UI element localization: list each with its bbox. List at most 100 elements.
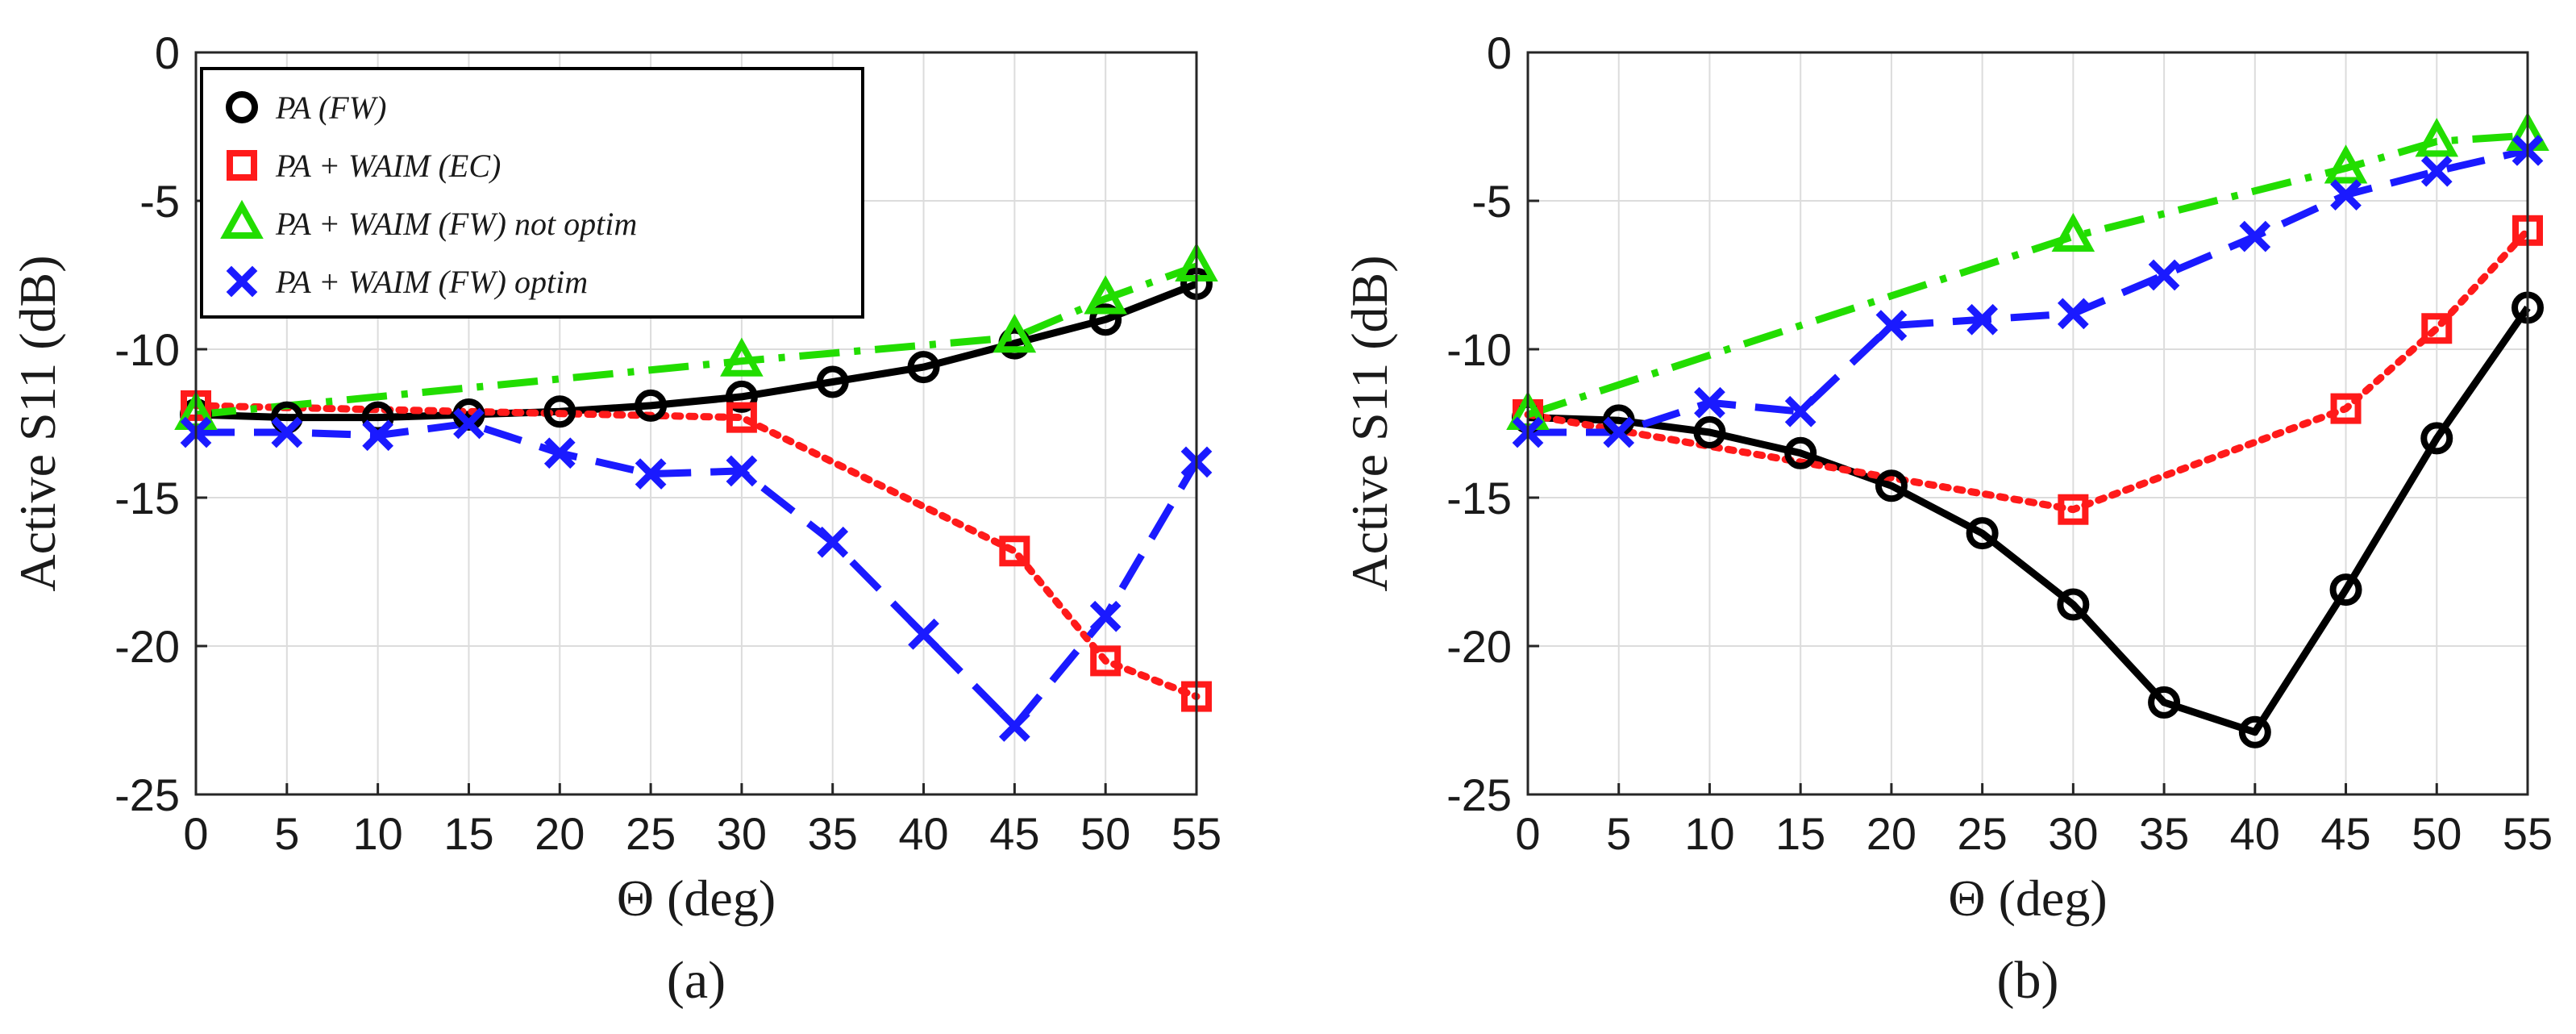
data-point-series-4 bbox=[998, 710, 1030, 742]
series-line-2 bbox=[1524, 227, 2532, 514]
data-point-series-4 bbox=[726, 455, 758, 487]
axes-box bbox=[1526, 51, 2529, 796]
y-tick-label: -15 bbox=[114, 473, 180, 523]
data-point-series-1 bbox=[1784, 436, 1817, 469]
legend-marker-3 bbox=[220, 199, 264, 239]
data-point-series-4 bbox=[908, 618, 939, 650]
data-point-series-2 bbox=[2421, 313, 2453, 344]
x-tick-label: 15 bbox=[1775, 808, 1825, 859]
y-axis-label: Active S11 (dB) bbox=[1341, 255, 1398, 591]
y-tick-label: -25 bbox=[114, 769, 180, 820]
axes-box bbox=[194, 51, 1198, 796]
data-point-series-2 bbox=[999, 536, 1030, 567]
data-point-series-1 bbox=[1875, 469, 1908, 502]
y-tick-label: 0 bbox=[1487, 27, 1512, 78]
data-point-series-4 bbox=[2239, 220, 2271, 252]
x-tick-label: 15 bbox=[443, 808, 493, 859]
x-tick-label: 50 bbox=[2412, 808, 2462, 859]
data-point-series-4 bbox=[543, 437, 576, 469]
panel-caption: (b) bbox=[1997, 951, 2059, 1010]
data-point-series-4 bbox=[1603, 416, 1635, 448]
x-tick-label: 45 bbox=[989, 808, 1039, 859]
legend-box bbox=[200, 67, 864, 319]
data-point-series-4 bbox=[1966, 303, 1999, 336]
x-tick-label: 40 bbox=[898, 808, 948, 859]
legend-label-4: PA + WAIM (FW) optim bbox=[275, 264, 588, 300]
data-point-series-4 bbox=[1875, 310, 1908, 341]
y-tick-label: 0 bbox=[155, 27, 180, 78]
plot-area bbox=[1528, 52, 2528, 794]
data-point-series-4 bbox=[1089, 600, 1122, 632]
data-point-series-4 bbox=[271, 416, 303, 448]
data-point-series-4 bbox=[362, 419, 393, 452]
data-point-series-1 bbox=[2329, 573, 2362, 607]
legend-label-2: PA + WAIM (EC) bbox=[275, 148, 501, 184]
x-tick-label: 5 bbox=[274, 808, 299, 859]
data-point-series-3 bbox=[2324, 144, 2368, 184]
data-point-series-4 bbox=[2057, 298, 2089, 330]
data-point-series-3 bbox=[720, 337, 764, 377]
x-tick-label: 55 bbox=[1171, 808, 1221, 859]
data-point-series-1 bbox=[816, 365, 849, 398]
x-tick-label: 50 bbox=[1080, 808, 1130, 859]
chart-panel-b: 0 5 10 15 20 25 30 35 40 45 50 55 0 -5 -10 -15 -20 -25 Θ (… bbox=[1341, 27, 2553, 1010]
chart-panel-a: 0 5 10 15 20 25 30 35 40 45 50 55 0 -5 -10 -15 -20 -25 Θ (… bbox=[9, 27, 1221, 1010]
legend: PA (FW) PA + WAIM (EC) PA + WAIM (FW) not … bbox=[200, 67, 864, 319]
data-point-series-1 bbox=[2148, 686, 2181, 719]
data-point-series-1 bbox=[907, 351, 940, 384]
legend-label-1: PA (FW) bbox=[275, 90, 386, 126]
data-point-series-1 bbox=[2238, 715, 2271, 748]
y-tick-label: -20 bbox=[1446, 621, 1512, 672]
data-point-series-3 bbox=[993, 314, 1037, 353]
data-point-series-4 bbox=[2148, 259, 2180, 291]
x-tick-label: 5 bbox=[1606, 808, 1631, 859]
series-line-4 bbox=[196, 419, 1200, 730]
data-point-series-1 bbox=[635, 389, 668, 422]
series-line-3 bbox=[1526, 131, 2528, 419]
data-point-series-1 bbox=[2057, 588, 2090, 621]
x-tick-label: 0 bbox=[1515, 808, 1540, 859]
y-tick-label: -10 bbox=[114, 324, 180, 375]
x-tick-label: 30 bbox=[2048, 808, 2098, 859]
x-tick-label: 10 bbox=[352, 808, 402, 859]
y-tick-label: -5 bbox=[1471, 176, 1512, 227]
x-axis-label: Θ (deg) bbox=[617, 869, 776, 927]
legend-marker-2 bbox=[227, 150, 257, 181]
data-point-series-3 bbox=[2415, 118, 2459, 157]
x-tick-label: 55 bbox=[2503, 808, 2553, 859]
data-point-series-4 bbox=[2420, 155, 2453, 187]
x-tick-label: 0 bbox=[183, 808, 208, 859]
x-axis-label: Θ (deg) bbox=[1948, 869, 2107, 927]
data-point-series-2 bbox=[2330, 393, 2362, 424]
x-tick-label: 40 bbox=[2230, 808, 2280, 859]
legend-marker-4 bbox=[226, 265, 258, 298]
x-tick-label: 25 bbox=[626, 808, 676, 859]
x-tick-label: 25 bbox=[1957, 808, 2007, 859]
data-point-series-4 bbox=[1694, 386, 1725, 419]
y-tick-label: -15 bbox=[1446, 473, 1512, 523]
data-point-series-3 bbox=[1084, 275, 1127, 315]
x-tick-label: 10 bbox=[1684, 808, 1734, 859]
data-point-series-4 bbox=[817, 526, 849, 558]
y-tick-label: -10 bbox=[1446, 324, 1512, 375]
panel-caption: (a) bbox=[667, 951, 726, 1010]
data-point-series-1 bbox=[2420, 422, 2453, 455]
data-point-series-2 bbox=[726, 402, 757, 433]
y-tick-label: -5 bbox=[139, 176, 180, 227]
legend-marker-1 bbox=[226, 91, 258, 123]
data-point-series-4 bbox=[1784, 395, 1817, 427]
x-tick-label: 45 bbox=[2320, 808, 2370, 859]
y-tick-label: -25 bbox=[1446, 769, 1512, 820]
data-point-series-1 bbox=[1089, 303, 1122, 336]
x-tick-label: 35 bbox=[808, 808, 858, 859]
x-tick-label: 30 bbox=[717, 808, 767, 859]
y-axis-label: Active S11 (dB) bbox=[9, 255, 66, 591]
legend-label-3: PA + WAIM (FW) not optim bbox=[275, 206, 637, 242]
data-point-series-2 bbox=[2058, 494, 2089, 525]
data-point-series-3 bbox=[2051, 212, 2095, 252]
data-point-series-4 bbox=[2330, 179, 2362, 211]
data-point-series-1 bbox=[1693, 416, 1726, 449]
x-tick-label: 20 bbox=[1866, 808, 1916, 859]
data-point-series-4 bbox=[453, 407, 485, 440]
